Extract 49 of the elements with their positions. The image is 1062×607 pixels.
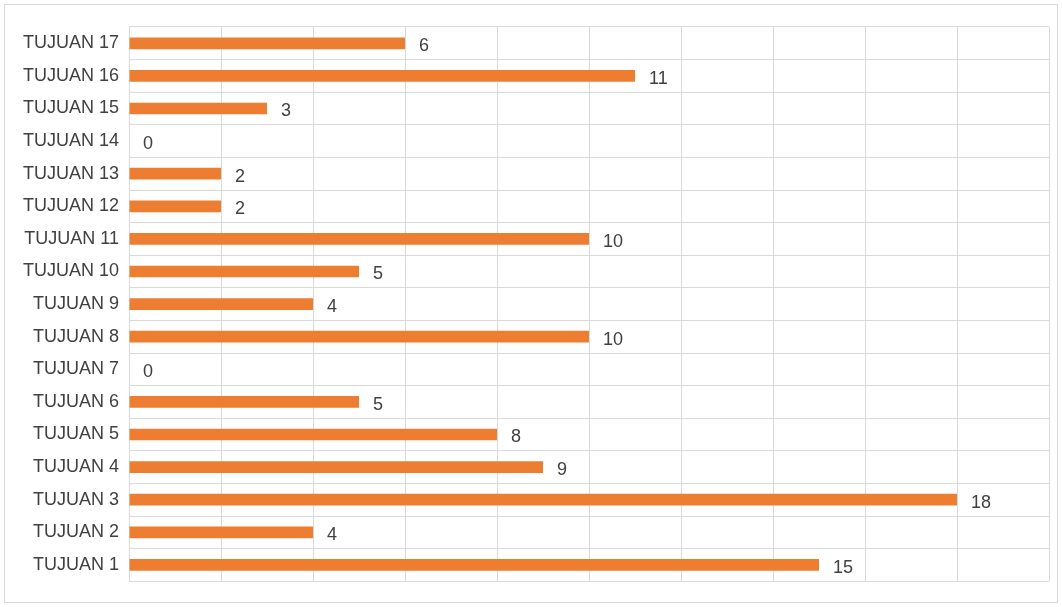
- y-tick-label: TUJUAN 3: [33, 488, 120, 509]
- y-tick-label: TUJUAN 15: [22, 97, 120, 118]
- bar: [129, 70, 636, 82]
- data-label: 5: [373, 393, 384, 414]
- bar: [129, 37, 406, 50]
- bar: [129, 493, 957, 506]
- data-label: 3: [281, 100, 292, 121]
- bar: [129, 559, 820, 571]
- bar: [129, 396, 360, 408]
- data-label: 15: [833, 556, 854, 577]
- data-label: 0: [143, 133, 154, 154]
- y-tick-label: TUJUAN 14: [22, 130, 120, 151]
- data-label: 18: [971, 491, 992, 512]
- y-tick-label: TUJUAN 5: [33, 423, 120, 444]
- bar: [129, 102, 268, 115]
- y-tick-label: TUJUAN 10: [22, 260, 120, 281]
- bar: [129, 167, 222, 180]
- data-label: 9: [557, 459, 568, 480]
- y-tick-label: TUJUAN 8: [33, 325, 120, 346]
- data-label: 6: [419, 35, 430, 56]
- bar: [129, 428, 498, 441]
- data-label: 0: [143, 361, 154, 382]
- y-tick-label: TUJUAN 12: [22, 195, 120, 216]
- data-label: 10: [603, 328, 624, 349]
- y-tick-label: TUJUAN 17: [22, 32, 120, 53]
- y-tick-label: TUJUAN 13: [22, 162, 120, 183]
- data-label: 4: [327, 524, 338, 545]
- bar: [129, 461, 544, 473]
- bar: [129, 526, 314, 539]
- y-tick-label: TUJUAN 7: [33, 358, 120, 379]
- y-tick-label: TUJUAN 16: [22, 64, 120, 85]
- data-label: 11: [649, 67, 668, 88]
- bar: [129, 200, 222, 213]
- y-tick-label: TUJUAN 9: [33, 293, 120, 314]
- data-label: 2: [235, 198, 246, 219]
- y-tick-label: TUJUAN 6: [33, 390, 120, 411]
- y-tick-label: TUJUAN 4: [33, 456, 120, 477]
- bar: [129, 265, 360, 278]
- bar: [129, 233, 590, 245]
- y-tick-label: TUJUAN 1: [33, 553, 120, 574]
- data-label: 2: [235, 165, 246, 186]
- y-tick-label: TUJUAN 11: [24, 227, 120, 248]
- y-tick-label: TUJUAN 2: [33, 521, 120, 542]
- data-label: 8: [511, 426, 522, 447]
- data-label: 5: [373, 263, 384, 284]
- data-label: 4: [327, 296, 338, 317]
- data-label: 10: [603, 230, 624, 251]
- bar: [129, 298, 314, 310]
- bar: [129, 330, 590, 343]
